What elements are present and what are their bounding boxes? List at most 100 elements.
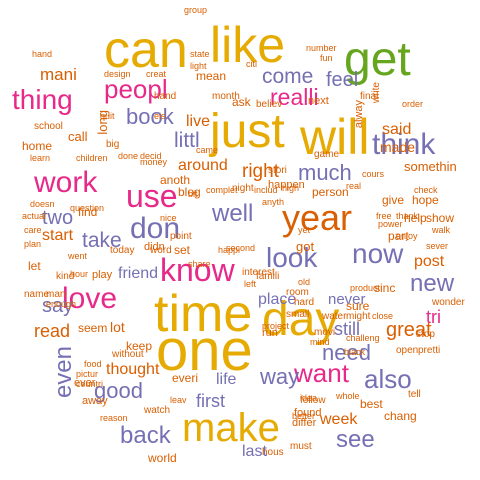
cloud-word: money [140,157,168,167]
cloud-word: watch [144,405,171,416]
cloud-word: good [94,378,143,403]
cloud-word: citi [246,59,257,69]
cloud-word: start [42,227,74,244]
cloud-word: read [34,321,71,341]
cloud-word: sever [426,241,449,251]
cloud-word: know [160,252,235,288]
cloud-word: word [150,245,172,256]
cloud-word: happen [268,179,305,191]
cloud-word: walk [432,225,451,235]
cloud-word: better [292,411,316,421]
cloud-word: high [282,183,300,193]
cloud-word: away [82,395,108,407]
cloud-word: care [24,225,42,235]
cloud-word: tri [426,307,441,327]
cloud-word: come [262,65,314,88]
cloud-word: night [232,183,254,194]
cloud-word: creat [146,69,167,79]
cloud-word: game [314,149,340,160]
cloud-word: stori [268,165,287,176]
cloud-word: doesn [30,199,55,209]
cloud-word: place [258,291,297,308]
cloud-word: week [320,411,358,428]
cloud-word: thing [12,84,73,115]
cloud-word: much [298,160,352,185]
cloud-word: kind [56,271,75,282]
cloud-word: work [34,166,98,199]
cloud-word: mind [310,337,330,347]
cloud-word: group [184,5,208,15]
cloud-word: two [42,207,74,229]
cloud-word: done [118,151,139,161]
cloud-word: alway [353,100,365,129]
cloud-word: room [286,287,309,298]
cloud-word: hope [412,193,439,207]
cloud-word: old [298,277,311,287]
cloud-word: way [260,364,300,389]
cloud-word: year [282,197,353,238]
cloud-word: enough [46,299,77,309]
cloud-word: use [126,178,178,214]
cloud-word: great [386,319,432,341]
cloud-word: children [76,153,108,163]
cloud-word: bit [188,189,198,199]
cloud-word: said [382,121,412,138]
cloud-word: also [364,364,412,394]
cloud-word: movi [314,327,336,338]
cloud-word: small [286,309,310,320]
cloud-word: interest [242,267,275,278]
cloud-word: hand [32,49,53,59]
cloud-word: blog [178,185,201,199]
cloud-word: includ [254,185,278,195]
cloud-word: run [262,327,278,339]
cloud-word: light [190,61,207,71]
cloud-word: next [308,95,329,107]
cloud-word: stop [416,329,435,340]
cloud-word: whole [336,391,360,401]
cloud-word: will [300,109,370,165]
cloud-word: part [388,229,409,243]
cloud-word: wonder [432,297,465,308]
cloud-word: feel [326,69,359,91]
cloud-word: first [196,391,225,411]
cloud-word: project [262,321,290,331]
cloud-word: man [46,289,66,300]
cloud-word: enjoy [396,231,418,241]
cloud-word: live [186,113,211,130]
cloud-word: tell [408,389,421,400]
cloud-word: design [104,69,131,79]
cloud-word: ask [232,95,251,109]
cloud-word: final [360,91,379,102]
cloud-word: world [148,451,177,465]
cloud-word: power [378,219,403,229]
cloud-word: believ [256,99,283,110]
cloud-word: actual [22,211,47,221]
cloud-word: black [344,347,366,357]
cloud-word: find [78,205,98,219]
cloud-word: like [210,17,286,73]
cloud-word: order [402,99,424,109]
cloud-word: post [414,253,445,270]
cloud-word: take [82,229,122,252]
cloud-word: sinc [374,281,396,295]
cloud-word: day [262,293,340,346]
cloud-word: mani [40,65,77,84]
cloud-word: person [312,185,349,199]
cloud-word: around [178,157,228,174]
cloud-word: let [28,259,41,273]
cloud-word: follow [300,395,326,406]
cloud-word: free [376,211,392,221]
cloud-word: fun [320,53,333,63]
cloud-word: give [382,193,405,207]
cloud-word: set [174,243,191,257]
cloud-word: didn [144,241,165,253]
cloud-word: hard [294,297,315,308]
cloud-word: idea [300,393,318,403]
cloud-word: anoth [160,173,191,187]
cloud-word: thought [106,361,160,378]
cloud-word: share [188,259,211,269]
cloud-word: now [352,238,404,269]
cloud-word: learn [30,153,51,163]
cloud-word: today [110,245,135,256]
